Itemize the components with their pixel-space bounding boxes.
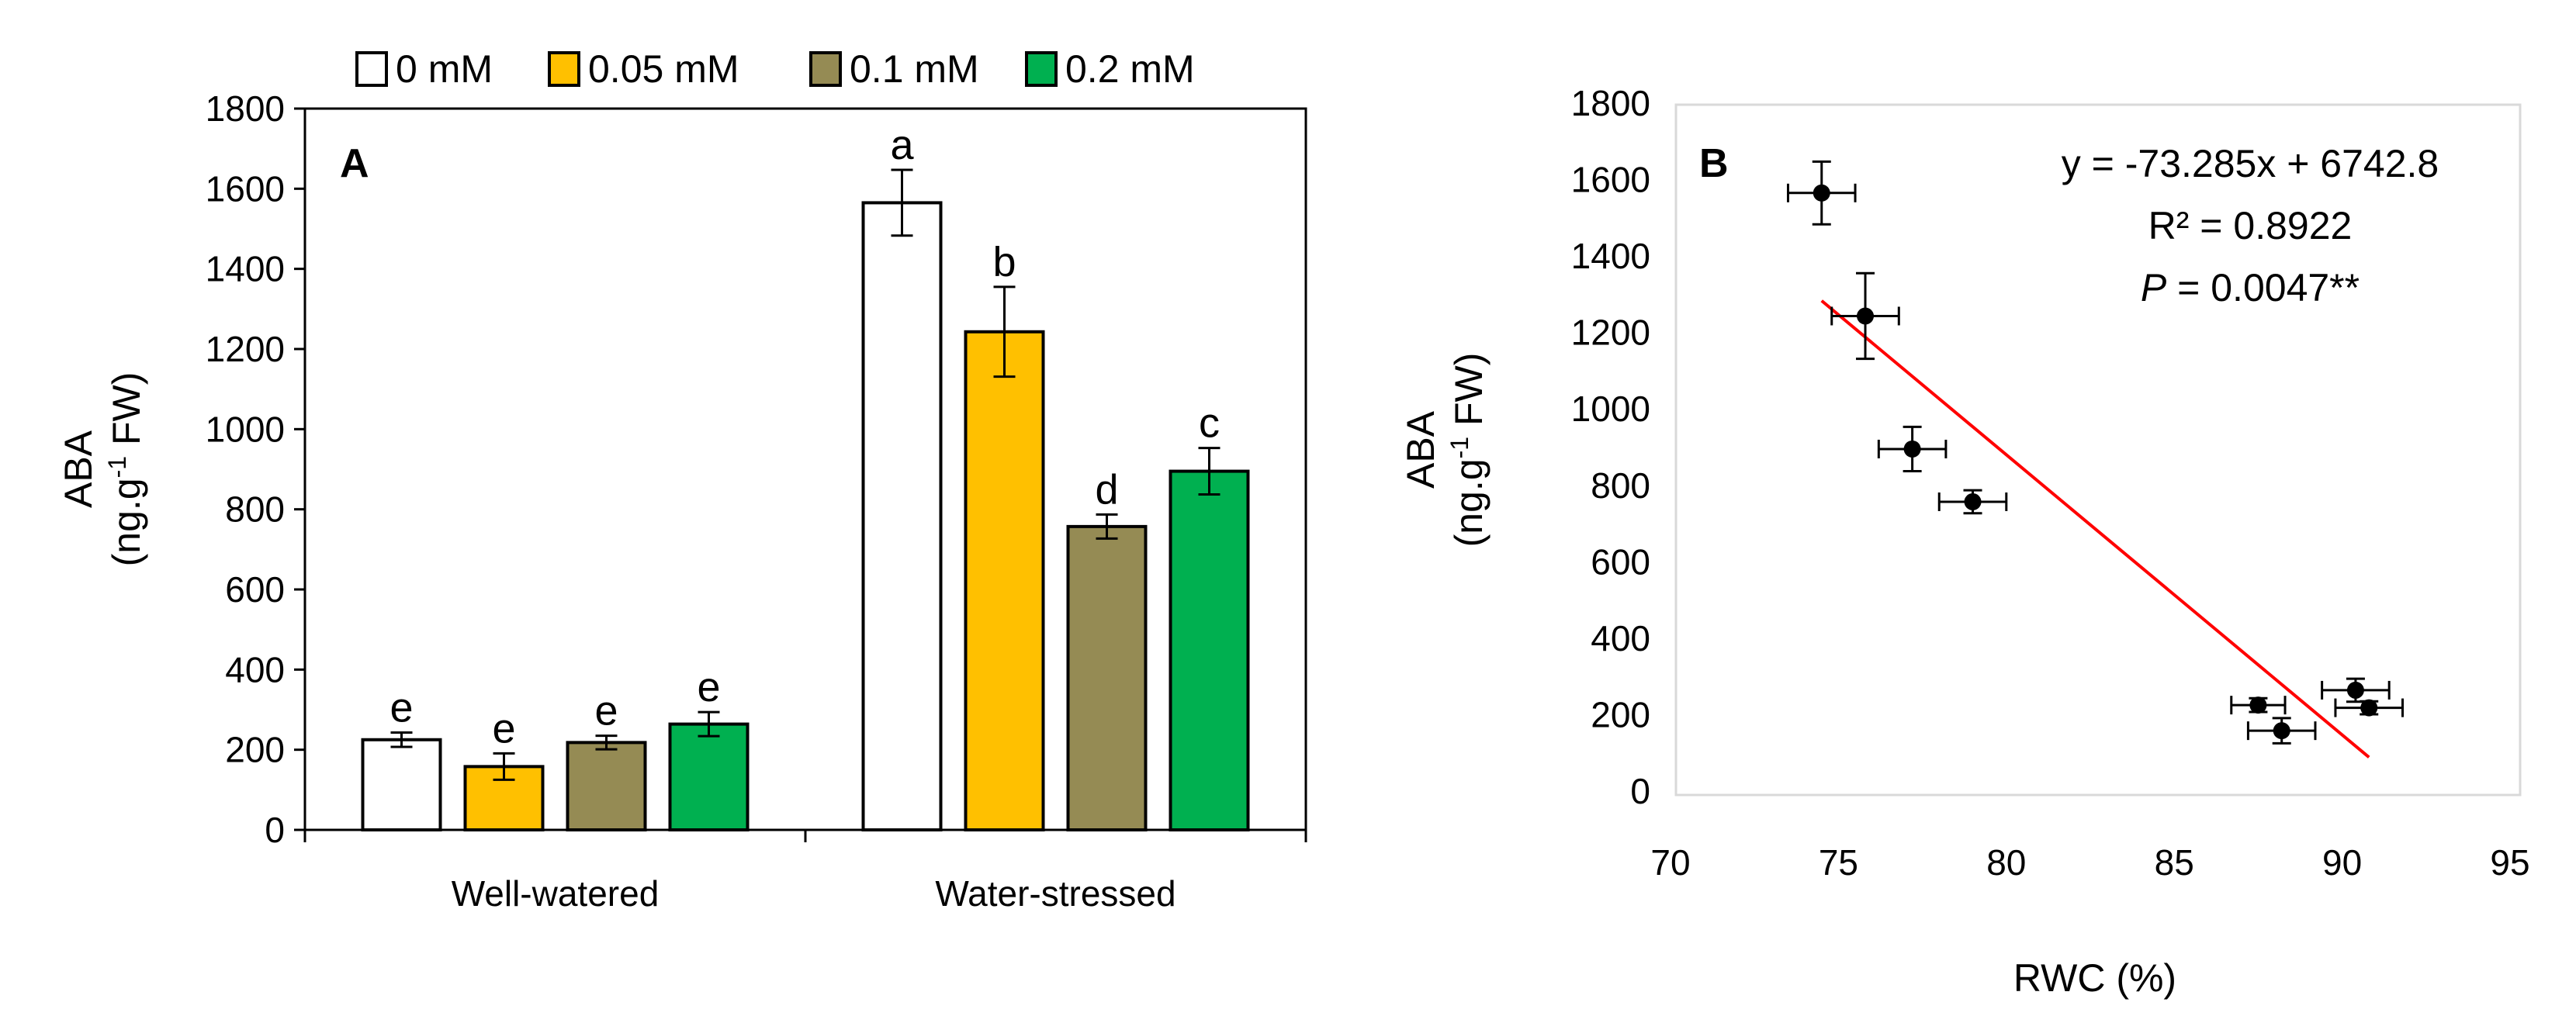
legend-swatch — [809, 51, 842, 87]
bar — [361, 738, 442, 831]
legend-swatch — [355, 51, 388, 87]
legend-swatch — [548, 51, 580, 87]
panel-b-y-tick-label: 600 — [1591, 541, 1650, 582]
panel-b-y-tick-label: 1200 — [1571, 313, 1650, 353]
data-point — [2346, 681, 2364, 699]
legend-label: 0 mM — [396, 47, 493, 91]
bar — [1066, 524, 1148, 832]
bar — [1169, 469, 1250, 831]
panel-b-y-tick-label: 0 — [1630, 771, 1650, 811]
bar — [463, 765, 545, 831]
panel-b-p-value: P = 0.0047** — [2141, 266, 2360, 309]
panel-b-x-tick-label: 95 — [2490, 842, 2529, 883]
data-point — [2273, 722, 2290, 740]
panel-b-y-tick-label: 1000 — [1571, 389, 1650, 429]
significance-letter: d — [1095, 466, 1118, 513]
legend-label: 0.05 mM — [588, 47, 739, 91]
panel-a-y-tick-label: 800 — [225, 489, 285, 530]
data-point — [1964, 492, 1982, 510]
significance-letter: e — [390, 684, 413, 731]
panel-a-y-tick-label: 1200 — [206, 329, 285, 369]
panel-b-y-title: ABA (ng.g-1 FW) — [1399, 353, 1491, 548]
panel-b-x-tick-label: 80 — [1986, 842, 2026, 883]
panel-b-equation: y = -73.285x + 6742.8 — [2062, 142, 2439, 185]
panel-a-y-tick-label: 0 — [265, 810, 285, 850]
panel-b-y-tick-label: 1600 — [1571, 160, 1650, 200]
bar — [566, 741, 647, 831]
trendline — [1820, 299, 2370, 759]
significance-letter: e — [594, 688, 618, 734]
panel-a-y-title-line1: ABA — [57, 430, 100, 508]
panel-b-x-tick-label: 70 — [1650, 842, 1690, 883]
panel-b-y-title-line1: ABA — [1399, 410, 1442, 489]
panel-b-y-tick-label: 200 — [1591, 694, 1650, 734]
significance-letter: a — [890, 122, 914, 168]
panel-b-x-tick-label: 85 — [2155, 842, 2194, 883]
panel-a-x-tick-label: Water-stressed — [935, 873, 1175, 914]
panel-a-y-tick-label: 1800 — [206, 88, 285, 129]
panel-b-y-title-line2: (ng.g-1 FW) — [1446, 353, 1491, 548]
panel-a-y-tick-label: 1400 — [206, 249, 285, 289]
legend-label: 0.2 mM — [1065, 47, 1195, 91]
panel-b-y-tick-label: 400 — [1591, 618, 1650, 658]
significance-letter: c — [1199, 400, 1220, 447]
panel-b-frame — [1674, 103, 2522, 797]
data-point — [2360, 699, 2378, 717]
significance-letter: b — [992, 239, 1016, 285]
panel-b-y-tick-label: 800 — [1591, 465, 1650, 506]
bar — [861, 201, 943, 831]
panel-b-x-tick-label: 75 — [1819, 842, 1858, 883]
panel-b-label: B — [1699, 141, 1729, 186]
significance-letter: e — [492, 705, 515, 752]
panel-a-x-tick-label: Well-watered — [452, 873, 660, 914]
panel-a-bar-chart: A ABA (ng.g-1 FW) 0 mM 0.05 mM 0.1 mM 0.2 m… — [57, 47, 1307, 914]
panel-a-y-tick-label: 1600 — [206, 168, 285, 209]
panel-b-x-title: RWC (%) — [2013, 956, 2176, 1000]
data-point — [1903, 440, 1921, 458]
panel-a-y-title: ABA (ng.g-1 FW) — [57, 372, 148, 567]
panel-b-r-squared: R² = 0.8922 — [2148, 204, 2353, 247]
legend-swatch — [1025, 51, 1058, 87]
bar — [668, 722, 750, 831]
panel-b-y-tick-label: 1400 — [1571, 236, 1650, 276]
panel-a-frame — [303, 107, 1307, 831]
panel-a-legend: 0 mM 0.05 mM 0.1 mM 0.2 mM — [355, 47, 1195, 91]
panel-b-y-tick-label: 1800 — [1571, 83, 1650, 123]
panel-a-y-tick-label: 400 — [225, 649, 285, 689]
data-point — [2249, 696, 2267, 714]
panel-a-y-tick-label: 1000 — [206, 409, 285, 449]
panel-a-y-title-line2: (ng.g-1 FW) — [103, 372, 148, 567]
panel-a-y-tick-label: 600 — [225, 569, 285, 610]
data-point — [1857, 307, 1875, 325]
panel-a-y-tick-label: 200 — [225, 730, 285, 770]
bar — [964, 330, 1045, 831]
significance-letter: e — [697, 664, 720, 710]
panel-a-label: A — [340, 141, 369, 186]
legend-label: 0.1 mM — [850, 47, 979, 91]
panel-b-scatter-plot: B ABA (ng.g-1 FW) RWC (%) y = -73.285x +… — [1399, 83, 2530, 1000]
data-point — [1813, 184, 1830, 202]
panel-b-x-tick-label: 90 — [2322, 842, 2362, 883]
